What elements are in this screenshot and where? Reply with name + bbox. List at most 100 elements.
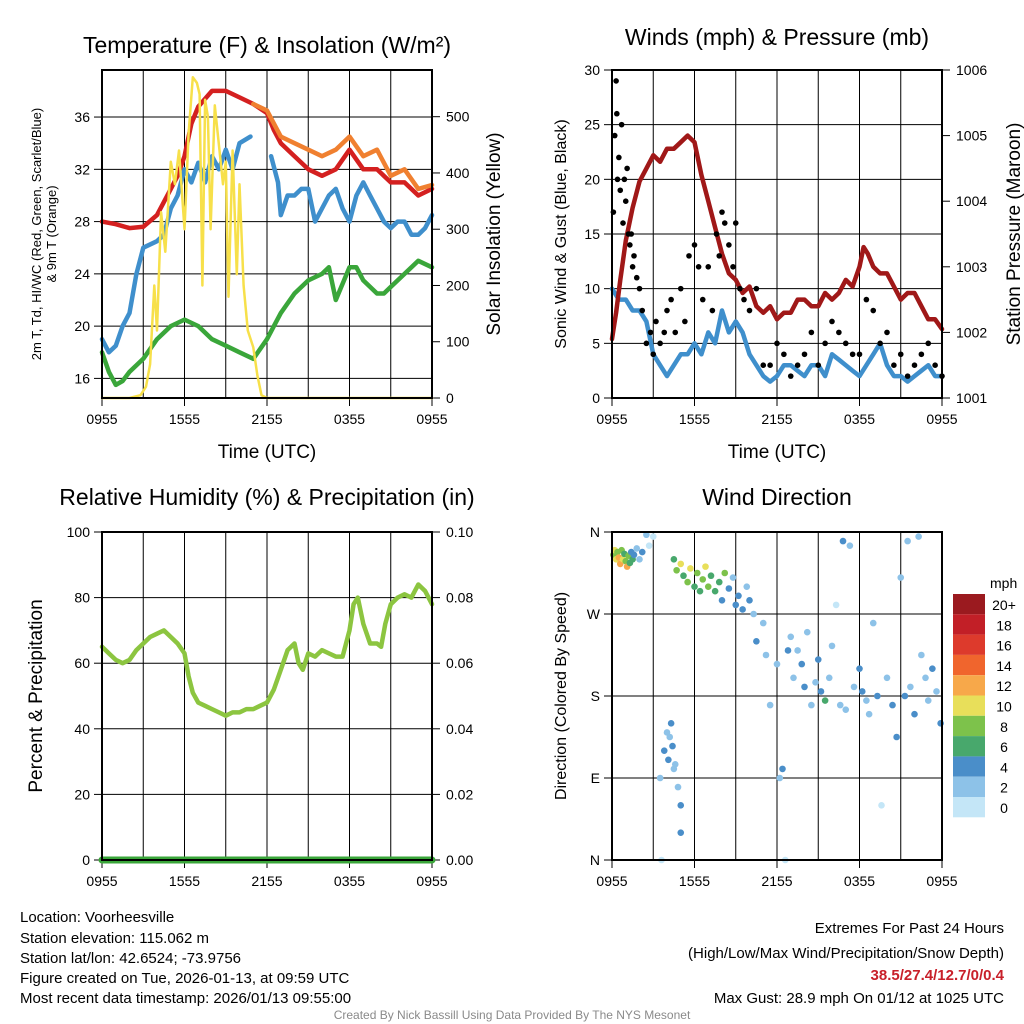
y-right-tick-label: 200 [446, 277, 470, 293]
direction-point [901, 692, 909, 700]
direction-point [812, 679, 819, 686]
direction-point [798, 660, 806, 668]
y-tick-label: 40 [74, 721, 90, 737]
direction-point [842, 706, 850, 713]
direction-point [704, 583, 712, 590]
gust-point [613, 78, 619, 84]
td-line [99, 258, 435, 388]
gust-point [721, 220, 728, 226]
gust-point [815, 362, 822, 369]
gust-point [709, 307, 716, 314]
gust-point [643, 340, 650, 347]
y-tick-label: 0 [592, 390, 600, 406]
gust-point [627, 242, 633, 248]
direction-point [808, 701, 815, 709]
direction-point [821, 697, 829, 704]
y-tick-label: E [591, 770, 600, 786]
gust-point [617, 187, 624, 194]
direction-point [897, 574, 905, 581]
gust-point [732, 220, 739, 226]
gust-point [918, 351, 925, 358]
extremes-legend: (High/Low/Max Wind/Precipitation/Snow De… [688, 945, 1004, 962]
direction-point [918, 651, 925, 659]
gust-point [639, 307, 646, 314]
direction-point [863, 697, 870, 704]
gust-point [682, 318, 688, 325]
gust-point [932, 362, 938, 369]
gust-point [699, 296, 706, 303]
y-tick-label: 20 [74, 786, 90, 802]
legend-swatch [953, 634, 985, 655]
gust-point [863, 296, 870, 303]
direction-point [718, 597, 726, 604]
legend-swatch [953, 736, 985, 757]
legend-label: 2 [1000, 780, 1008, 796]
gust-point [849, 351, 856, 358]
y-tick-label: 32 [74, 161, 90, 177]
direction-point [817, 688, 825, 695]
direction-point [671, 761, 679, 768]
gust-point [884, 329, 890, 336]
direction-point [759, 619, 767, 627]
gust-point [650, 351, 657, 358]
direction-point [674, 783, 682, 791]
direction-point [803, 628, 811, 636]
recent-timestamp-text: Most recent data timestamp: 2026/01/13 0… [20, 990, 351, 1007]
direction-point [729, 574, 737, 581]
direction-point [850, 683, 858, 691]
direction-point [699, 576, 707, 583]
gust-point [774, 340, 780, 347]
gust-point [870, 307, 877, 314]
direction-point [828, 642, 836, 650]
gust-point [716, 253, 723, 259]
gust-point [616, 154, 622, 161]
direction-point [656, 774, 664, 782]
x-tick-label: 0955 [416, 411, 447, 427]
y-right-tick-label: 0.10 [446, 524, 473, 540]
winds-x-label: Time (UTC) [728, 442, 827, 463]
gust-point [730, 264, 736, 270]
wind-direction-panel-title: Wind Direction [702, 484, 852, 510]
direction-point [839, 537, 847, 545]
gust-point [686, 253, 692, 259]
y-right-tick-label: 300 [446, 221, 470, 237]
gust-point [618, 121, 625, 128]
y-tick-label: S [591, 688, 600, 704]
legend-label: 20+ [992, 597, 1016, 613]
direction-point [691, 583, 698, 590]
x-tick-label: 0955 [926, 873, 957, 889]
direction-point [645, 542, 653, 549]
credit-text: Created By Nick Bassill Using Data Provi… [334, 1008, 691, 1022]
y-right-tick-label: 500 [446, 109, 470, 125]
y-tick-label: 36 [74, 109, 90, 125]
humidity-y-label: Percent & Precipitation [26, 599, 47, 792]
direction-point [907, 683, 914, 691]
hi-wc-line [268, 153, 435, 237]
y-right-tick-label: 0.02 [446, 786, 473, 802]
y-tick-label: 15 [584, 226, 600, 242]
location-text: Location: Voorheesville [20, 909, 174, 926]
direction-point [636, 556, 643, 563]
gust-point [897, 351, 904, 358]
gust-point [842, 340, 849, 347]
y-tick-label: 0 [82, 852, 90, 868]
direction-point [633, 545, 641, 552]
gust-point [691, 242, 698, 248]
gust-point [668, 296, 674, 303]
gust-point [622, 198, 629, 204]
legend-swatch [953, 797, 985, 818]
gust-point [636, 285, 643, 292]
y-right-tick-label: 100 [446, 334, 470, 350]
direction-point [696, 587, 704, 595]
direction-point [878, 802, 885, 809]
legend-label: 16 [996, 638, 1012, 654]
gust-point [719, 209, 725, 215]
direction-point [832, 601, 840, 609]
gust-point [695, 264, 702, 270]
y-right-tick-label: 1002 [956, 324, 987, 340]
direction-point [669, 742, 676, 750]
y-tick-label: 60 [74, 655, 90, 671]
y-right-tick-label: 0.08 [446, 590, 473, 606]
direction-point [721, 569, 729, 577]
direction-point [773, 660, 781, 668]
